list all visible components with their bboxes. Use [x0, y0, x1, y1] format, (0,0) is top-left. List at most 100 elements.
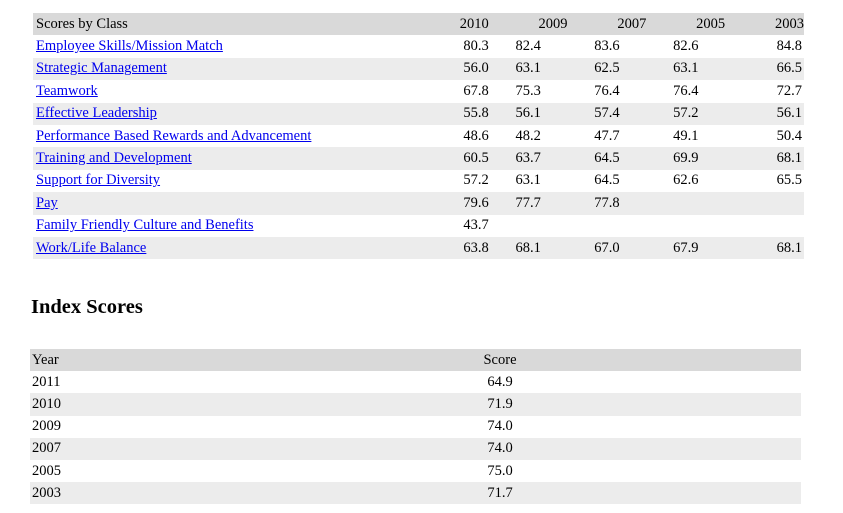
- score-cell-2009: [489, 215, 568, 237]
- index-header-row: Year Score: [30, 349, 801, 372]
- score-cell-2009: 63.7: [488, 147, 568, 170]
- score-cell-2007: 47.7: [594, 127, 620, 144]
- score-cell-2007: 76.4: [594, 82, 620, 99]
- table-row: 2010 71.9: [30, 393, 801, 416]
- score-cell-2003: 84.8: [776, 38, 802, 55]
- table-row: Training and Development 60.5 63.7 64.5 69.9…: [33, 147, 804, 170]
- score-cell-2009: 48.2: [515, 127, 541, 144]
- score-cell-2005: [646, 215, 725, 237]
- score-cell-2010: 80.3: [463, 38, 489, 55]
- score-cell-2009: 63.1: [515, 172, 541, 189]
- score-cell-2009: 75.3: [515, 82, 541, 99]
- score-cell-2007: 64.5: [594, 172, 620, 189]
- table-row: Effective Leadership 55.8 56.1 57.4 57.2 56.1: [33, 102, 804, 125]
- score-cell-2007: 77.8: [567, 192, 647, 215]
- index-row-filler: [528, 416, 801, 438]
- class-label-cell: Family Friendly Culture and Benefits: [33, 215, 410, 237]
- class-label-cell: Support for Diversity: [33, 170, 410, 192]
- table-row: 2005 75.0: [30, 460, 801, 482]
- index-year-cell: 2005: [32, 462, 61, 479]
- index-scores-table: Year Score 2011 64.9 2010 71.9 2009 74.0 2007 7…: [30, 349, 801, 505]
- index-year-header: Year: [30, 349, 472, 372]
- class-label-cell: Employee Skills/Mission Match: [33, 35, 410, 57]
- class-label-cell: Strategic Management: [33, 57, 410, 81]
- year-header-2009: 2009: [488, 13, 568, 36]
- class-link[interactable]: Teamwork: [36, 82, 98, 99]
- index-score-cell: 74.0: [472, 437, 528, 460]
- table-row: Pay 79.6 77.7 77.8: [33, 192, 804, 215]
- score-cell-2007: 83.6: [594, 38, 620, 55]
- year-header-2007: 2007: [567, 13, 647, 36]
- score-cell-2003: [725, 192, 804, 215]
- year-header-2005: 2005: [646, 13, 726, 36]
- score-cell-2005: [646, 192, 726, 215]
- class-label-cell: Performance Based Rewards and Advancemen…: [33, 125, 410, 147]
- score-cell-2005: 82.6: [673, 38, 699, 55]
- index-row-filler: [528, 437, 801, 460]
- class-link[interactable]: Effective Leadership: [36, 105, 157, 122]
- score-cell-2003: 68.1: [725, 147, 804, 170]
- score-cell-2010: 55.8: [409, 102, 489, 125]
- table-row: Support for Diversity 57.2 63.1 64.5 62.6 65.…: [33, 170, 804, 192]
- table-row: 2009 74.0: [30, 416, 801, 438]
- score-cell-2005: 49.1: [673, 127, 699, 144]
- class-label-cell: Effective Leadership: [33, 102, 410, 125]
- score-cell-2007: 62.5: [567, 57, 647, 81]
- class-link[interactable]: Work/Life Balance: [36, 239, 147, 256]
- score-cell-2009: 68.1: [488, 236, 568, 260]
- index-score-cell: 71.7: [472, 482, 528, 505]
- class-link[interactable]: Pay: [36, 194, 58, 211]
- table-row: 2007 74.0: [30, 437, 801, 460]
- class-link[interactable]: Strategic Management: [36, 60, 167, 77]
- table-row: Employee Skills/Mission Match 80.3 82.4 83.…: [33, 35, 804, 57]
- class-link[interactable]: Employee Skills/Mission Match: [36, 38, 223, 55]
- score-cell-2005: 62.6: [673, 172, 699, 189]
- score-cell-2010: 67.8: [463, 82, 489, 99]
- table-row: Family Friendly Culture and Benefits 43.7: [33, 215, 804, 237]
- score-cell-2009: 82.4: [515, 38, 541, 55]
- index-year-cell: 2010: [30, 393, 472, 416]
- score-cell-2003: 65.5: [776, 172, 802, 189]
- class-link[interactable]: Family Friendly Culture and Benefits: [36, 217, 254, 234]
- classes-header-label: Scores by Class: [33, 13, 410, 36]
- score-cell-2010: 63.8: [409, 236, 489, 260]
- score-cell-2003: 50.4: [776, 127, 802, 144]
- score-cell-2003: 66.5: [725, 57, 804, 81]
- index-score-cell: 64.9: [487, 373, 513, 390]
- score-cell-2010: 56.0: [409, 57, 489, 81]
- score-cell-2003: 68.1: [725, 236, 804, 260]
- index-score-header: Score: [472, 349, 528, 372]
- score-cell-2009: 56.1: [488, 102, 568, 125]
- score-cell-2009: 63.1: [488, 57, 568, 81]
- class-link[interactable]: Performance Based Rewards and Advancemen…: [36, 127, 312, 144]
- class-label-cell: Work/Life Balance: [33, 236, 410, 260]
- score-cell-2003: [725, 215, 804, 237]
- table-row: Work/Life Balance 63.8 68.1 67.0 67.9 68.1: [33, 236, 804, 260]
- index-year-cell: 2007: [30, 437, 472, 460]
- class-link[interactable]: Support for Diversity: [36, 172, 161, 189]
- score-cell-2005: 63.1: [646, 57, 726, 81]
- score-cell-2010: 43.7: [463, 217, 489, 234]
- class-label-cell: Training and Development: [33, 147, 410, 170]
- table-row: Strategic Management 56.0 63.1 62.5 63.1 66.5: [33, 57, 804, 81]
- index-row-filler: [528, 482, 801, 505]
- index-score-cell: 74.0: [487, 418, 513, 435]
- class-label-cell: Pay: [33, 192, 410, 215]
- score-cell-2010: 60.5: [409, 147, 489, 170]
- index-year-cell: 2003: [30, 482, 472, 505]
- index-row-filler: [528, 371, 801, 393]
- class-label-cell: Teamwork: [33, 80, 410, 102]
- score-cell-2010: 79.6: [409, 192, 489, 215]
- index-score-cell: 71.9: [472, 393, 528, 416]
- index-scores-title: Index Scores: [31, 296, 143, 318]
- scores-by-class-table: Scores by Class 2010 2009 2007 2005 2003…: [33, 13, 804, 260]
- index-header-filler: [528, 349, 801, 372]
- table-row: Performance Based Rewards and Advancemen…: [33, 125, 804, 147]
- score-cell-2010: 48.6: [463, 127, 489, 144]
- score-cell-2010: 57.2: [463, 172, 489, 189]
- classes-header-row: Scores by Class 2010 2009 2007 2005 2003: [33, 13, 804, 36]
- year-header-2010: 2010: [409, 13, 489, 36]
- class-link[interactable]: Training and Development: [36, 150, 192, 167]
- score-cell-2005: 57.2: [646, 102, 726, 125]
- index-row-filler: [528, 460, 801, 482]
